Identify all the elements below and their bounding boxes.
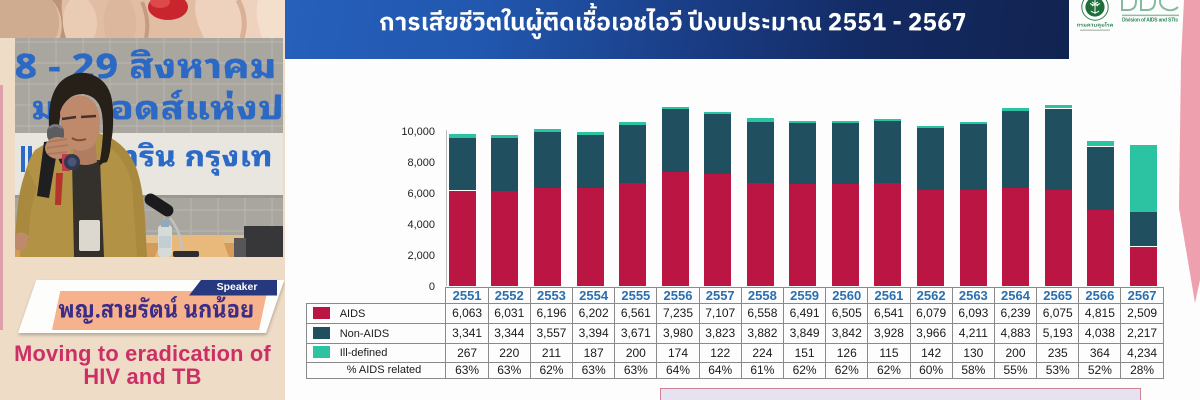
svg-text:Division of AIDS and STIs: Division of AIDS and STIs	[1122, 18, 1178, 24]
